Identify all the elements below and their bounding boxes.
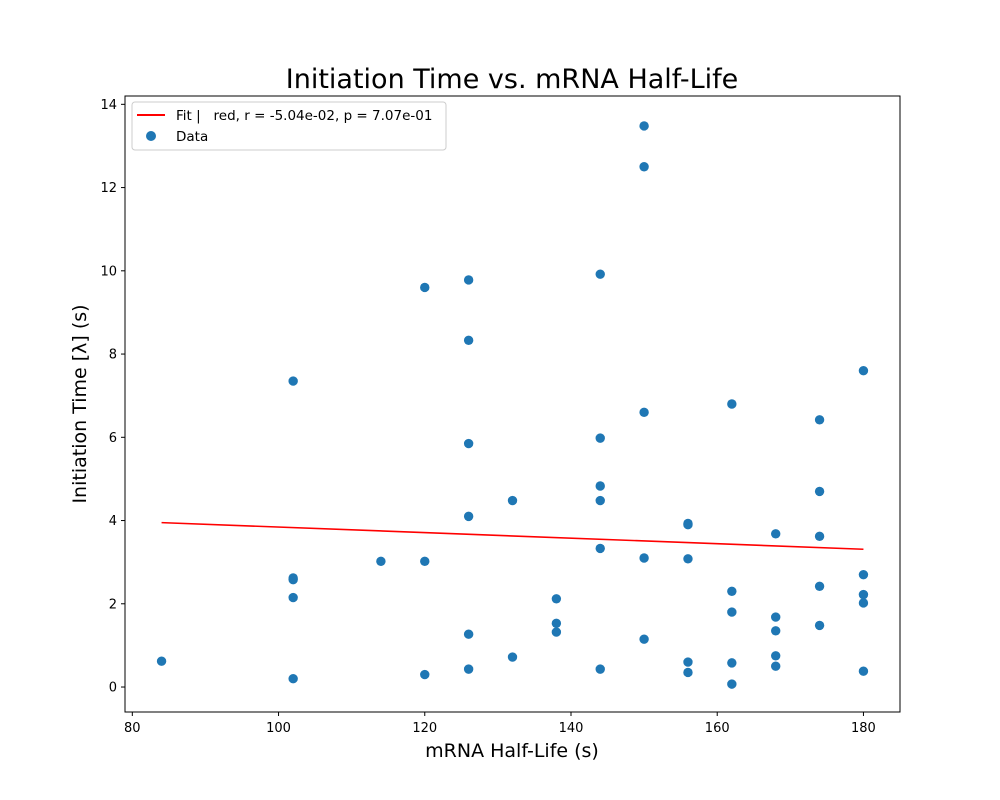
data-point — [420, 282, 430, 293]
data-point — [507, 652, 518, 662]
y-tick-label: 6 — [109, 431, 117, 446]
data-point — [727, 658, 737, 668]
legend-data-swatch — [146, 131, 156, 141]
data-point — [771, 529, 781, 539]
data-point — [727, 399, 737, 409]
data-point — [727, 607, 737, 617]
data-point — [683, 518, 693, 529]
data-point — [727, 586, 737, 596]
plot-area — [125, 96, 900, 712]
data-point — [595, 495, 605, 506]
data-point — [639, 407, 649, 418]
data-point — [771, 651, 781, 661]
x-tick-label: 140 — [559, 721, 584, 736]
data-point — [420, 669, 430, 680]
data-point — [463, 511, 474, 522]
data-point — [376, 556, 386, 567]
y-tick-label: 8 — [109, 348, 117, 363]
legend-data-label: Data — [176, 129, 208, 145]
data-point — [551, 627, 562, 637]
data-point — [771, 661, 781, 671]
data-point — [858, 589, 869, 600]
data-point — [463, 438, 474, 449]
data-point — [639, 553, 649, 563]
data-point — [683, 657, 693, 667]
x-tick-label: 80 — [124, 721, 141, 736]
data-point — [771, 612, 781, 622]
y-tick-label: 2 — [109, 597, 117, 612]
data-point — [463, 335, 474, 346]
y-tick-label: 4 — [109, 514, 117, 529]
data-point — [814, 486, 825, 497]
fit-line-layer — [161, 521, 864, 551]
fit-line — [161, 521, 864, 551]
legend-box — [131, 101, 447, 151]
legend: Fit | red, r = -5.04e-02, p = 7.07e-01 D… — [131, 101, 447, 151]
data-point — [814, 620, 825, 631]
data-point — [858, 666, 869, 676]
data-points-layer — [156, 121, 869, 689]
plot-frame — [124, 95, 901, 713]
data-point — [595, 269, 605, 279]
y-axis-label: Initiation Time [λ] (s) — [69, 304, 91, 503]
y-axis-ticks: 0 2 4 6 8 10 12 14 — [100, 98, 125, 696]
x-axis-ticks: 80 100 120 140 160 180 — [124, 712, 876, 736]
data-point — [420, 556, 430, 567]
data-point — [463, 275, 474, 285]
data-point — [858, 569, 869, 580]
data-point — [507, 495, 518, 506]
data-point — [858, 366, 869, 376]
data-point — [551, 594, 562, 604]
data-point — [463, 629, 474, 639]
data-point — [288, 674, 298, 684]
data-point — [288, 376, 298, 386]
legend-fit-label: Fit | red, r = -5.04e-02, p = 7.07e-01 — [176, 108, 432, 124]
data-point — [156, 656, 167, 666]
x-tick-label: 180 — [851, 721, 876, 736]
data-point — [727, 679, 737, 689]
data-point — [683, 554, 693, 564]
data-point — [595, 664, 605, 674]
x-tick-label: 160 — [705, 721, 730, 736]
data-point — [814, 581, 825, 592]
chart-title: Initiation Time vs. mRNA Half-Life — [286, 64, 738, 95]
data-point — [288, 573, 298, 583]
x-tick-label: 100 — [266, 721, 291, 736]
data-point — [814, 531, 825, 542]
data-point — [463, 664, 474, 674]
x-axis-label: mRNA Half-Life (s) — [425, 740, 599, 762]
data-point — [595, 543, 605, 554]
data-point — [858, 598, 869, 608]
y-tick-label: 10 — [100, 264, 117, 279]
data-point — [639, 162, 649, 172]
data-point — [771, 626, 781, 636]
data-point — [595, 481, 605, 491]
data-point — [551, 618, 562, 629]
data-point — [639, 121, 649, 131]
data-point — [814, 415, 825, 425]
y-tick-label: 12 — [100, 181, 117, 196]
y-tick-label: 14 — [100, 98, 117, 113]
y-tick-label: 0 — [109, 681, 117, 696]
data-point — [595, 433, 605, 443]
data-point — [683, 667, 693, 678]
data-point — [288, 592, 298, 603]
x-tick-label: 120 — [412, 721, 437, 736]
data-point — [639, 634, 649, 644]
